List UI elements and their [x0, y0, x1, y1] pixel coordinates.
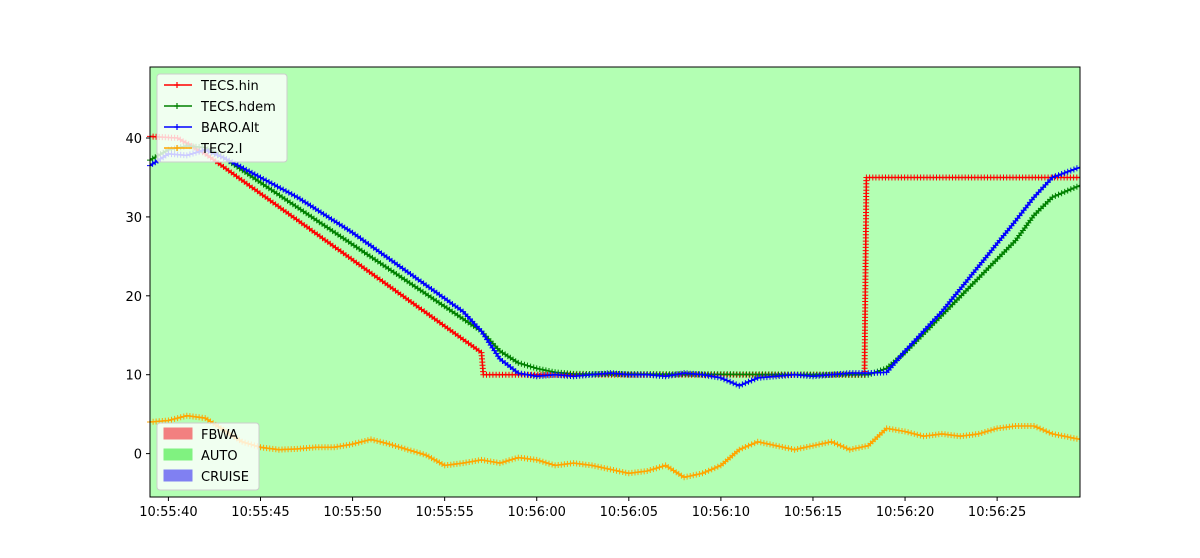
- x-tick-label: 10:56:05: [600, 505, 658, 520]
- legend-label: BARO.Alt: [201, 121, 259, 136]
- legend-label: TEC2.I: [200, 142, 242, 157]
- legend-marker: [174, 124, 180, 130]
- x-tick-label: 10:55:45: [231, 505, 289, 520]
- legend-label: TECS.hin: [200, 79, 259, 94]
- plot-background: [150, 67, 1080, 497]
- x-tick-label: 10:56:20: [876, 505, 934, 520]
- y-tick-label: 10: [125, 369, 142, 384]
- legend-marker: [174, 103, 180, 109]
- x-tick-label: 10:55:40: [139, 505, 197, 520]
- legend-label: AUTO: [201, 449, 238, 464]
- legend-label: FBWA: [201, 428, 238, 443]
- y-tick-label: 30: [125, 211, 142, 226]
- x-tick-label: 10:55:50: [323, 505, 381, 520]
- x-axis: 10:55:40 10:55:45 10:55:50 10:55:55 10:56:00…: [139, 497, 1026, 520]
- legend-series-box: [156, 73, 288, 163]
- legend-marker: [174, 82, 180, 88]
- legend-modes: FBWA AUTO CRUISE: [156, 422, 260, 491]
- y-tick-label: 20: [125, 290, 142, 305]
- y-tick-label: 0: [134, 448, 142, 463]
- x-tick-label: 10:56:25: [968, 505, 1026, 520]
- y-axis: 0 10 20 30 40: [125, 132, 150, 463]
- legend-swatch: [163, 469, 193, 482]
- x-tick-label: 10:55:55: [415, 505, 473, 520]
- legend-label: CRUISE: [201, 470, 249, 485]
- x-tick-label: 10:56:00: [508, 505, 566, 520]
- legend-swatch: [163, 427, 193, 440]
- y-tick-label: 40: [125, 132, 142, 147]
- legend-label: TECS.hdem: [200, 100, 276, 115]
- plot-frame: [149, 66, 1081, 498]
- x-tick-label: 10:56:15: [784, 505, 842, 520]
- x-tick-label: 10:56:10: [692, 505, 750, 520]
- legend-marker: [174, 145, 180, 151]
- legend-series: TECS.hin TECS.hdem BARO.Alt TEC2.I: [156, 73, 288, 163]
- legend-swatch: [163, 448, 193, 461]
